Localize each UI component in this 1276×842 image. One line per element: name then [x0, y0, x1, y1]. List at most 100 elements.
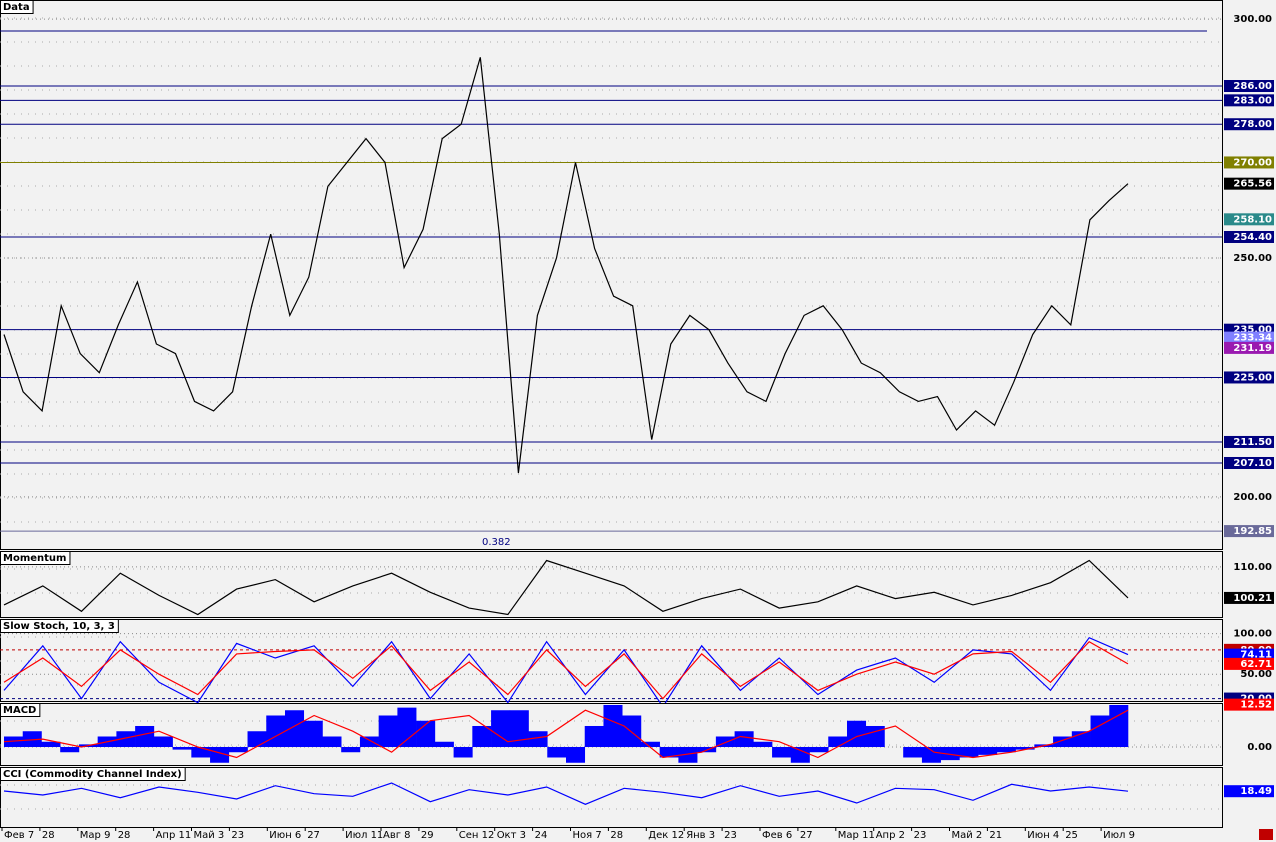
histogram-bar — [659, 746, 679, 758]
histogram-bar — [491, 710, 511, 747]
y-tick-label: 110.00 — [1233, 562, 1272, 573]
level-label: 211.50 — [1233, 437, 1272, 448]
y-tick-label: 250.00 — [1233, 253, 1272, 264]
price-marker — [1224, 177, 1274, 190]
histogram-bar — [940, 746, 960, 761]
histogram-bar — [1109, 704, 1129, 747]
x-tick-label: Фев 6 — [762, 830, 792, 841]
histogram-bar — [322, 736, 342, 747]
x-tick-label: Июл 9 — [1103, 830, 1135, 841]
panel-title: Slow Stoch, 10, 3, 3 — [3, 621, 115, 632]
histogram-bar — [341, 746, 361, 753]
histogram-bar — [210, 746, 230, 763]
panel-title-box — [0, 619, 119, 633]
histogram-bar — [397, 707, 417, 747]
price-marker — [1224, 341, 1274, 354]
level-box — [1224, 80, 1274, 93]
panel-title: Data — [3, 2, 30, 13]
panel-title: CCI (Commodity Channel Index) — [3, 769, 182, 780]
price-marker-label: 233.34 — [1233, 333, 1272, 344]
histogram-bar — [41, 741, 61, 747]
histogram-bar — [734, 731, 754, 747]
x-tick-label: Фев 7 — [4, 830, 34, 841]
corner-icon[interactable] — [1259, 829, 1273, 840]
histogram-bar — [1053, 736, 1073, 747]
x-tick-label: Дек 12 — [648, 830, 684, 841]
histogram-bar — [547, 746, 567, 758]
histogram-bar — [753, 741, 773, 747]
histogram-bar — [715, 736, 735, 747]
price-marker-label: 62.71 — [1240, 659, 1272, 670]
histogram-bar — [4, 736, 24, 747]
panel — [0, 767, 1223, 828]
level-box — [1224, 94, 1274, 107]
x-tick-label: Май 2 — [952, 830, 983, 841]
x-tick-label: 23 — [724, 830, 737, 841]
x-tick-label: 27 — [800, 830, 813, 841]
panel — [0, 0, 1223, 550]
price-marker-label: 18.49 — [1240, 786, 1272, 797]
panel — [0, 551, 1223, 618]
price-marker-label: 74.11 — [1240, 650, 1272, 661]
x-tick-label: 28 — [118, 830, 131, 841]
x-tick-label: Ноя 7 — [573, 830, 602, 841]
x-tick-label: Апр 11 — [156, 830, 192, 841]
x-tick-label: Июл 11 — [345, 830, 383, 841]
histogram-bar — [978, 746, 998, 755]
histogram-bar — [60, 746, 80, 753]
panel-title-box — [0, 0, 34, 14]
histogram-bar — [828, 736, 848, 747]
price-marker-label: 265.56 — [1233, 179, 1272, 190]
level-label: 207.10 — [1233, 458, 1272, 469]
panel-title: MACD — [3, 705, 36, 716]
x-tick-label: 23 — [231, 830, 244, 841]
histogram-bar — [453, 746, 473, 758]
histogram-bar — [584, 725, 604, 747]
level-box — [1224, 456, 1274, 469]
histogram-bar — [903, 746, 923, 758]
panel-title-box — [0, 767, 186, 781]
price-marker — [1224, 213, 1274, 226]
level-label: 225.00 — [1233, 372, 1272, 383]
histogram-bar — [809, 746, 829, 753]
histogram-bar — [266, 715, 286, 747]
x-tick-label: Июн 6 — [269, 830, 301, 841]
histogram-bar — [566, 746, 586, 763]
x-tick-label: 27 — [307, 830, 320, 841]
level-box — [1224, 156, 1274, 169]
level-label: 235.00 — [1233, 325, 1272, 336]
price-marker — [1224, 698, 1274, 711]
x-tick-label: 24 — [535, 830, 548, 841]
series-line — [3, 57, 1129, 474]
level-label: 283.00 — [1233, 95, 1272, 106]
level-box — [1224, 435, 1274, 448]
histogram-bar — [22, 731, 42, 747]
histogram-bar — [640, 741, 660, 747]
histogram-bar — [959, 746, 979, 758]
price-marker — [1224, 648, 1274, 661]
series-line — [3, 559, 1129, 616]
price-marker — [1224, 331, 1274, 344]
histogram-bar — [285, 710, 305, 747]
level-box — [1224, 525, 1274, 538]
x-tick-label: 28 — [42, 830, 55, 841]
price-marker-label: 231.19 — [1233, 343, 1272, 354]
x-tick-label: 29 — [421, 830, 434, 841]
x-tick-label: 23 — [914, 830, 927, 841]
y-tick-label: 0.00 — [1247, 742, 1272, 753]
level-box — [1224, 371, 1274, 384]
histogram-bar — [996, 746, 1016, 753]
histogram-bar — [303, 720, 323, 747]
histogram-bar — [847, 720, 867, 747]
price-marker-label: 100.21 — [1233, 593, 1272, 604]
x-tick-label: Окт 3 — [497, 830, 526, 841]
histogram-bar — [434, 741, 454, 747]
price-marker-label: 12.52 — [1240, 700, 1272, 711]
histogram-bar — [921, 746, 941, 763]
histogram-bar — [247, 731, 267, 747]
y-tick-label: 300.00 — [1233, 14, 1272, 25]
level-label: 270.00 — [1233, 157, 1272, 168]
histogram-bar — [790, 746, 810, 763]
